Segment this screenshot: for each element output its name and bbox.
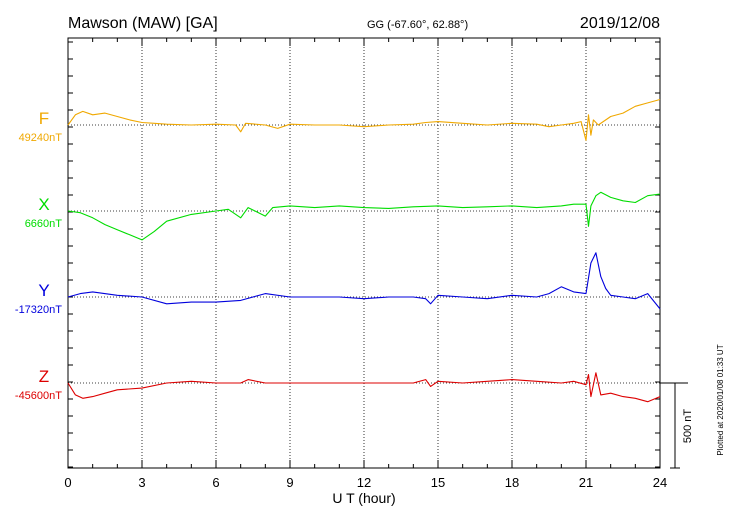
series-line-y <box>67 252 661 310</box>
scale-bar-label: 500 nT <box>682 409 694 444</box>
series-name-x: X <box>38 195 49 214</box>
x-tick-label: 12 <box>357 475 371 490</box>
plot-frame <box>67 37 661 469</box>
scale-bar: 500 nT <box>660 382 694 469</box>
series-name-z: Z <box>39 367 49 386</box>
series-line-f <box>67 98 661 141</box>
series-name-y: Y <box>38 281 49 300</box>
series-line-x <box>67 191 661 241</box>
x-tick-label: 3 <box>138 475 145 490</box>
series-name-f: F <box>39 109 49 128</box>
grid-lines <box>141 38 587 468</box>
x-tick-label: 24 <box>653 475 667 490</box>
x-axis: 0 3 6 9 12 15 18 21 24 <box>64 38 667 490</box>
x-tick-label: 0 <box>64 475 71 490</box>
x-tick-label: 9 <box>286 475 293 490</box>
x-axis-label: U T (hour) <box>332 490 395 506</box>
series-line-z <box>67 372 661 403</box>
x-tick-label: 6 <box>212 475 219 490</box>
plotted-note: Plotted at 2020/01/08 01:33 UT <box>716 344 725 455</box>
series-group <box>67 98 661 403</box>
x-tick-label: 18 <box>505 475 519 490</box>
series-labels: F 49240nT X 6660nT Y -17320nT Z -45600nT <box>15 109 62 402</box>
x-tick-label: 21 <box>579 475 593 490</box>
series-baseline-z: -45600nT <box>15 390 62 402</box>
coordinates-label: GG (-67.60°, 62.88°) <box>367 19 468 31</box>
x-tick-label: 15 <box>431 475 445 490</box>
series-baseline-x: 6660nT <box>25 218 63 230</box>
series-baseline-f: 49240nT <box>19 132 63 144</box>
series-baseline-y: -17320nT <box>15 304 62 316</box>
y-ticks <box>68 41 660 468</box>
date-label: 2019/12/08 <box>580 15 660 32</box>
station-title: Mawson (MAW) [GA] <box>68 15 218 32</box>
